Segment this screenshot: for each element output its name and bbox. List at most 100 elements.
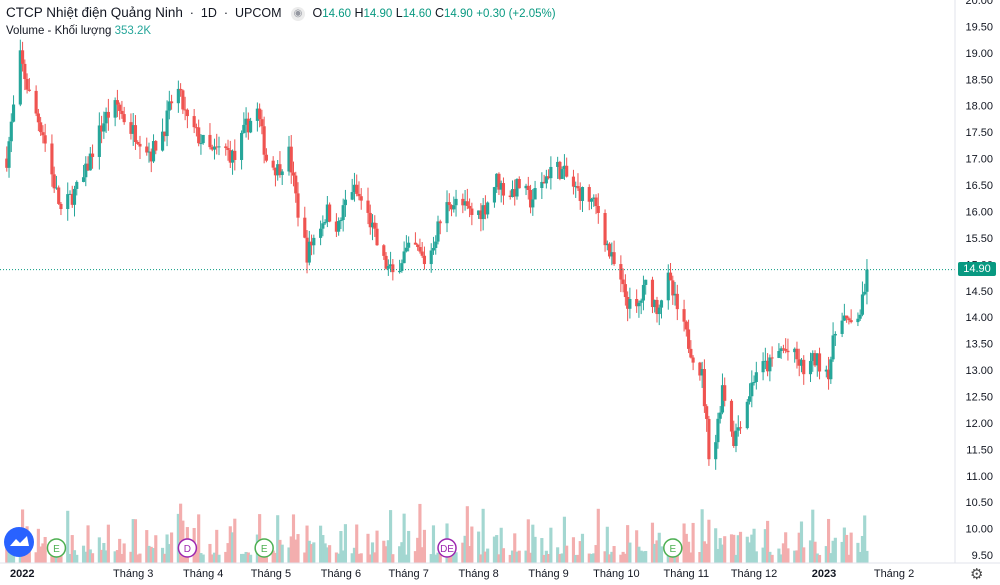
candle (865, 259, 869, 305)
volume-bar (384, 546, 388, 563)
candle (264, 148, 268, 163)
candle (612, 240, 616, 266)
candle (558, 160, 562, 181)
volume-bar (641, 551, 646, 563)
candle (547, 169, 551, 180)
interval-label[interactable]: 1D (200, 6, 217, 20)
candle (106, 98, 110, 131)
candle (668, 262, 673, 281)
volume-bar (610, 551, 614, 563)
event-markers[interactable]: E D E DE E (46, 538, 683, 558)
candle (287, 135, 291, 176)
price-tick-label: 11.00 (966, 471, 993, 483)
candle (337, 217, 341, 236)
candle (262, 116, 266, 164)
volume-bar (39, 546, 43, 563)
volume-bar (416, 537, 420, 563)
volume-bar (815, 553, 819, 563)
event-marker[interactable]: D (177, 538, 198, 558)
candle (258, 103, 262, 128)
eye-icon[interactable]: ◉ (290, 6, 305, 21)
volume-bar (84, 551, 88, 563)
candle (447, 193, 451, 212)
candle (768, 354, 772, 382)
candle (786, 338, 790, 361)
volume-bar (402, 513, 406, 563)
candle (276, 159, 280, 181)
volume-label: Volume - Khối lượng (6, 25, 112, 37)
volume-bar (407, 530, 411, 563)
candle (436, 215, 440, 245)
event-marker[interactable]: E (254, 538, 274, 558)
volume-bar (540, 538, 544, 563)
volume-bar (88, 549, 92, 563)
volume-bar (375, 530, 379, 563)
event-marker[interactable]: DE (437, 538, 457, 558)
candle (635, 289, 639, 313)
price-axis[interactable]: 9.50 10.00 10.50 11.00 11.50 12.00 12.50 13.00 1… (965, 0, 993, 562)
candle (580, 186, 585, 212)
candle (341, 198, 345, 232)
candle (833, 331, 837, 346)
volume-bar (734, 554, 738, 563)
event-marker[interactable]: E (46, 538, 67, 558)
candle (418, 238, 422, 254)
price-tick-label: 16.00 (965, 206, 993, 218)
volume-bar (565, 545, 569, 563)
volume-bar (513, 533, 517, 563)
candle (334, 213, 338, 238)
tradingview-logo-icon[interactable] (4, 527, 34, 557)
candle (149, 148, 153, 173)
candle (43, 123, 47, 152)
chart-legend: CTCP Nhiệt điện Quảng Ninh · 1D · UPCOM … (6, 5, 556, 21)
candle (589, 197, 594, 210)
volume-bar (736, 535, 740, 563)
event-marker[interactable]: E (663, 538, 683, 558)
candle (422, 246, 427, 270)
volume-bar (43, 536, 47, 563)
candle (653, 299, 657, 313)
volume-bar (824, 546, 828, 563)
volume-bar (705, 543, 709, 563)
volume-bar (542, 554, 546, 563)
candle (486, 201, 490, 219)
candle (639, 298, 643, 315)
volume-bar (201, 554, 205, 563)
volume-bar (745, 536, 749, 563)
volume-bar (352, 547, 357, 563)
candle (463, 190, 467, 211)
volume-bar (465, 506, 469, 563)
volume-bar (777, 548, 781, 563)
volume-bar (305, 525, 309, 563)
candle (449, 204, 454, 217)
volume-bar (831, 540, 835, 563)
candle (623, 274, 627, 306)
candle (181, 89, 185, 114)
time-axis[interactable]: 2022 Tháng 3 Tháng 4 Tháng 5 Tháng 6 Tháng 7 T… (10, 568, 914, 580)
volume-bar (750, 534, 754, 563)
volume-bar (160, 547, 165, 563)
gear-icon[interactable]: ⚙ (970, 566, 984, 583)
candle (179, 83, 183, 97)
volume-bar (309, 544, 314, 563)
candle (39, 116, 43, 136)
candle (242, 112, 246, 134)
candle (402, 241, 406, 264)
close-value: 14.90 (444, 8, 473, 20)
symbol-name[interactable]: CTCP Nhiệt điện Quảng Ninh (6, 5, 183, 20)
candle (389, 251, 393, 273)
candle (763, 347, 767, 370)
candle (210, 144, 214, 152)
volume-bar (698, 552, 702, 563)
volume-bar (303, 552, 307, 563)
candle (499, 180, 503, 203)
candle (233, 139, 237, 171)
volume-bar (386, 540, 390, 563)
candle (260, 109, 264, 135)
candle (100, 115, 104, 144)
volume-bar (151, 548, 156, 563)
volume-bar (341, 550, 345, 563)
volume-bar (436, 552, 440, 563)
volume-bar (477, 531, 481, 563)
